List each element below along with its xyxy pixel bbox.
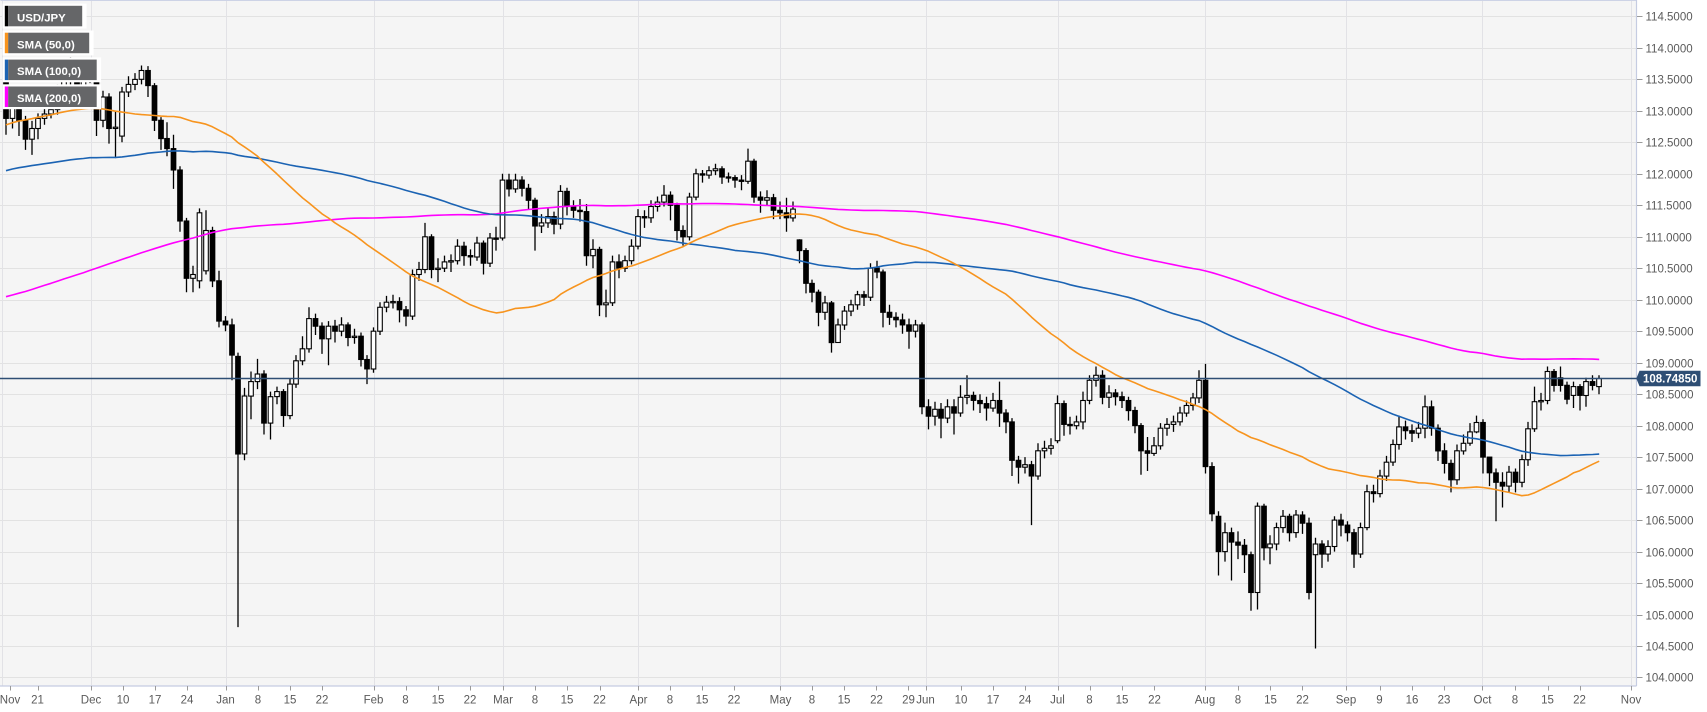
svg-text:SMA (50,0): SMA (50,0) [17,39,75,51]
svg-text:106.5000: 106.5000 [1646,516,1694,528]
svg-text:Aug: Aug [1195,695,1215,707]
svg-text:16: 16 [1406,695,1419,707]
svg-text:SMA (200,0): SMA (200,0) [17,93,81,105]
svg-text:22: 22 [593,695,606,707]
svg-text:104.0000: 104.0000 [1646,673,1694,685]
svg-text:22: 22 [728,695,741,707]
svg-text:113.0000: 113.0000 [1646,107,1693,119]
svg-text:15: 15 [696,695,709,707]
svg-text:17: 17 [149,695,162,707]
svg-text:10: 10 [117,695,130,707]
svg-text:15: 15 [1264,695,1277,707]
svg-text:108.74850: 108.74850 [1643,374,1697,386]
svg-text:SMA (100,0): SMA (100,0) [17,66,81,78]
svg-text:105.0000: 105.0000 [1646,611,1694,623]
svg-text:Jul: Jul [1050,695,1065,707]
svg-text:Apr: Apr [630,695,648,707]
svg-text:8: 8 [1086,695,1092,707]
svg-text:111.5000: 111.5000 [1646,201,1692,213]
svg-text:109.5000: 109.5000 [1646,327,1694,339]
svg-text:15: 15 [838,695,851,707]
svg-text:10: 10 [955,695,968,707]
svg-text:113.5000: 113.5000 [1646,75,1693,87]
svg-text:21: 21 [31,695,44,707]
svg-text:8: 8 [667,695,673,707]
svg-text:110.0000: 110.0000 [1646,296,1693,308]
svg-text:15: 15 [284,695,297,707]
svg-text:15: 15 [561,695,574,707]
svg-text:15: 15 [1116,695,1129,707]
svg-text:9: 9 [1376,695,1382,707]
svg-text:112.0000: 112.0000 [1646,170,1693,182]
svg-text:8: 8 [1235,695,1241,707]
svg-text:22: 22 [1573,695,1586,707]
svg-text:112.5000: 112.5000 [1646,138,1693,150]
svg-text:114.5000: 114.5000 [1646,12,1693,24]
svg-text:29: 29 [902,695,915,707]
svg-text:107.0000: 107.0000 [1646,485,1694,497]
svg-text:Jun: Jun [916,695,935,707]
svg-text:109.0000: 109.0000 [1646,359,1694,371]
svg-text:8: 8 [532,695,538,707]
svg-text:Sep: Sep [1336,695,1356,707]
svg-text:8: 8 [1512,695,1518,707]
svg-text:106.0000: 106.0000 [1646,548,1694,560]
svg-text:108.0000: 108.0000 [1646,422,1694,434]
svg-text:24: 24 [1019,695,1032,707]
svg-text:8: 8 [402,695,408,707]
svg-text:22: 22 [870,695,883,707]
svg-text:104.5000: 104.5000 [1646,642,1694,654]
svg-text:USD/JPY: USD/JPY [17,12,66,24]
svg-text:111.0000: 111.0000 [1646,233,1692,245]
svg-text:22: 22 [316,695,329,707]
svg-text:May: May [770,695,792,707]
svg-text:110.5000: 110.5000 [1646,264,1693,276]
svg-text:105.5000: 105.5000 [1646,579,1694,591]
svg-text:22: 22 [1296,695,1309,707]
svg-text:Nov: Nov [1621,695,1642,707]
svg-text:15: 15 [432,695,445,707]
svg-text:23: 23 [1438,695,1451,707]
svg-text:Jan: Jan [216,695,235,707]
svg-text:22: 22 [1148,695,1161,707]
svg-text:114.0000: 114.0000 [1646,44,1693,56]
svg-text:108.5000: 108.5000 [1646,390,1694,402]
svg-text:8: 8 [255,695,261,707]
svg-text:15: 15 [1541,695,1554,707]
svg-text:Mar: Mar [493,695,513,707]
svg-text:Dec: Dec [81,695,102,707]
svg-text:17: 17 [987,695,1000,707]
svg-text:24: 24 [181,695,194,707]
svg-text:107.5000: 107.5000 [1646,453,1694,465]
svg-text:22: 22 [464,695,477,707]
svg-text:Feb: Feb [364,695,384,707]
svg-text:8: 8 [809,695,815,707]
svg-text:Nov: Nov [0,695,20,707]
svg-text:Oct: Oct [1474,695,1493,707]
